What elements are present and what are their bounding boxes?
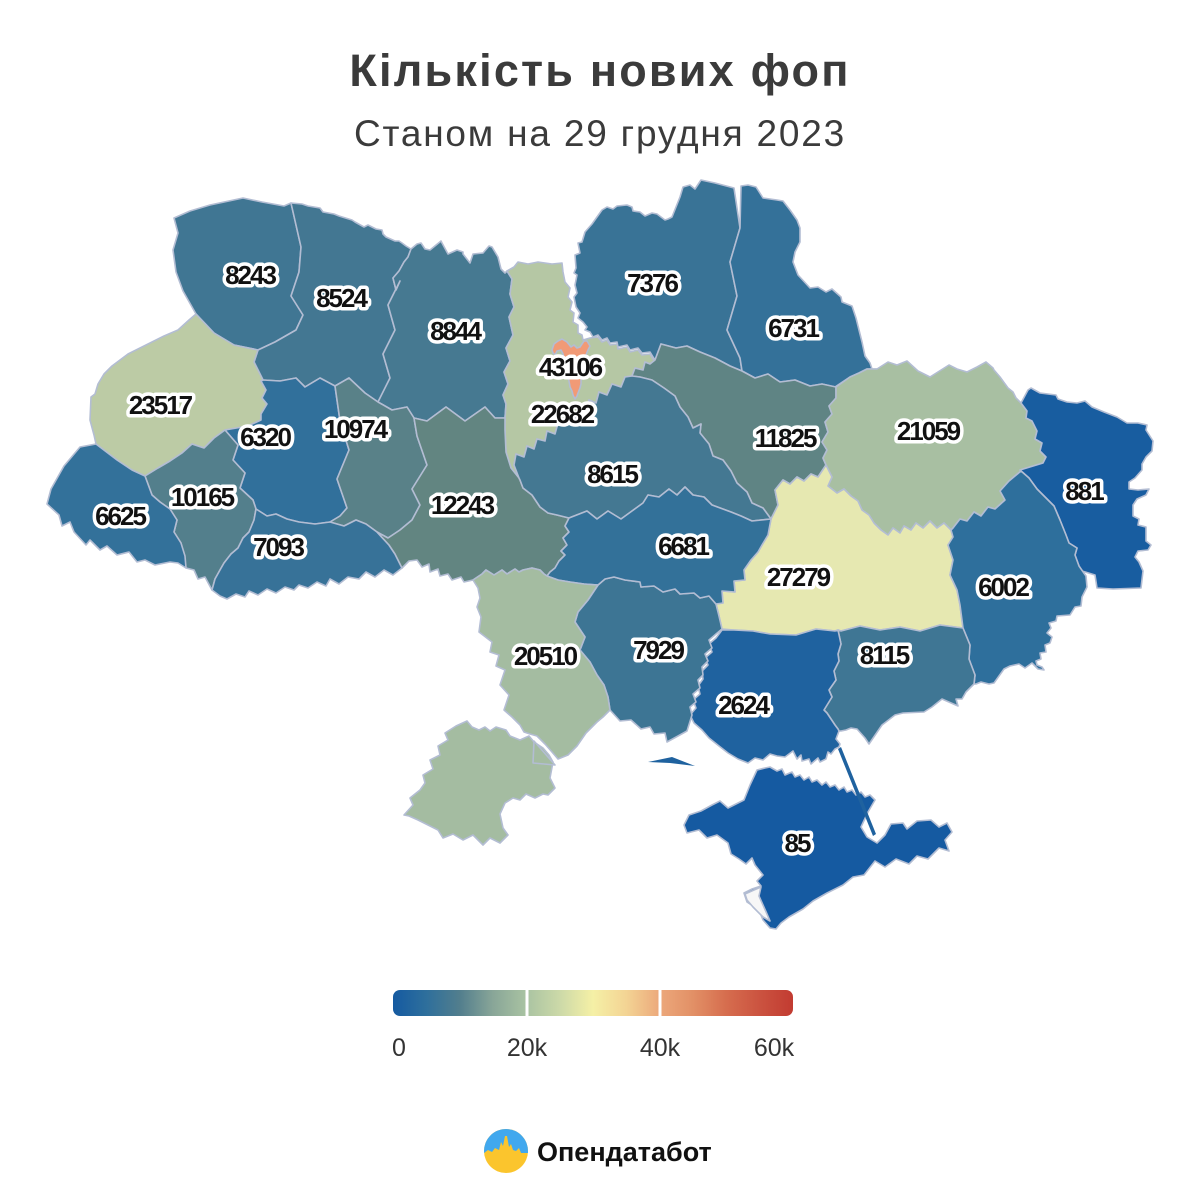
svg-text:7929: 7929 (633, 635, 684, 665)
svg-text:8524: 8524 (316, 283, 368, 313)
svg-text:20k: 20k (507, 1034, 548, 1062)
svg-text:7093: 7093 (253, 532, 304, 562)
svg-text:8844: 8844 (430, 316, 482, 346)
svg-text:6320: 6320 (240, 422, 291, 452)
svg-text:Станом на 29 грудня 2023: Станом на 29 грудня 2023 (354, 113, 846, 154)
svg-text:8115: 8115 (860, 640, 910, 670)
svg-text:40k: 40k (640, 1034, 681, 1062)
svg-text:881: 881 (1065, 476, 1104, 506)
svg-text:8243: 8243 (225, 260, 276, 290)
svg-text:21059: 21059 (897, 416, 961, 446)
svg-text:6002: 6002 (978, 572, 1029, 602)
svg-text:23517: 23517 (129, 390, 193, 420)
svg-text:85: 85 (785, 828, 811, 858)
svg-text:11825: 11825 (755, 423, 817, 453)
svg-text:6681: 6681 (658, 531, 709, 561)
svg-text:0: 0 (392, 1034, 406, 1062)
svg-text:22682: 22682 (531, 399, 595, 429)
svg-text:10974: 10974 (324, 414, 389, 444)
svg-text:Кількість нових фоп: Кількість нових фоп (349, 45, 850, 96)
svg-text:2624: 2624 (718, 690, 770, 720)
svg-text:7376: 7376 (627, 268, 678, 298)
svg-text:60k: 60k (754, 1034, 795, 1062)
svg-text:27279: 27279 (767, 562, 831, 592)
svg-text:6731: 6731 (768, 313, 819, 343)
svg-text:10165: 10165 (171, 482, 235, 512)
svg-text:6625: 6625 (95, 501, 146, 531)
svg-text:43106: 43106 (539, 352, 603, 382)
svg-text:12243: 12243 (431, 490, 495, 520)
svg-text:Опендатабот: Опендатабот (537, 1137, 712, 1167)
svg-text:20510: 20510 (514, 641, 578, 671)
svg-text:8615: 8615 (587, 459, 638, 489)
